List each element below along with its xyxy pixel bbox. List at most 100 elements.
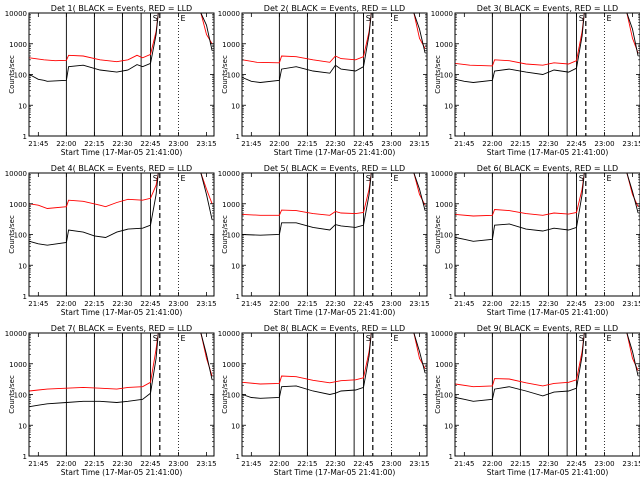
x-tick-label: 22:00	[482, 140, 502, 148]
x-tick-label: 22:15	[297, 460, 317, 468]
y-tick-label: 1	[236, 293, 240, 301]
x-axis-label: Start Time (17-Mar-05 21:41:00)	[61, 468, 183, 477]
x-tick-label: 22:45	[140, 140, 160, 148]
x-tick-label: 22:30	[538, 300, 558, 308]
y-tick-label: 100	[440, 72, 453, 80]
y-tick-label: 1000	[435, 201, 453, 209]
x-tick-label: 23:00	[168, 140, 188, 148]
x-axis-label: Start Time (17-Mar-05 21:41:00)	[274, 148, 396, 157]
x-tick-label: 22:30	[538, 140, 558, 148]
x-tick-label: 22:15	[84, 300, 104, 308]
y-tick-label: 100	[14, 232, 27, 240]
panel-title: Det 1( BLACK = Events, RED = LLD	[51, 4, 192, 13]
y-tick-label: 10	[444, 262, 453, 270]
x-tick-label: 23:00	[594, 140, 614, 148]
x-tick-label: 21:45	[454, 460, 474, 468]
marker-letter: E	[180, 334, 185, 343]
panel-title: Det 6( BLACK = Events, RED = LLD	[477, 164, 618, 173]
y-tick-label: 1000	[222, 201, 240, 209]
x-tick-label: 23:00	[594, 300, 614, 308]
y-tick-label: 100	[440, 232, 453, 240]
series-lld	[455, 333, 639, 388]
panel-title: Det 3( BLACK = Events, RED = LLD	[477, 4, 618, 13]
x-tick-label: 23:15	[409, 460, 429, 468]
series-events	[455, 333, 639, 402]
series-events	[29, 173, 213, 246]
x-tick-label: 21:45	[28, 140, 48, 148]
x-tick-label: 21:45	[241, 300, 261, 308]
y-tick-label: 10000	[218, 330, 240, 338]
y-tick-label: 100	[227, 72, 240, 80]
x-tick-label: 22:00	[482, 300, 502, 308]
marker-letter: S	[153, 174, 158, 183]
x-tick-label: 23:00	[168, 300, 188, 308]
x-tick-label: 23:15	[409, 140, 429, 148]
x-tick-label: 21:45	[28, 300, 48, 308]
x-tick-label: 23:15	[196, 140, 216, 148]
y-tick-label: 1	[449, 133, 453, 141]
panel-title: Det 2( BLACK = Events, RED = LLD	[264, 4, 405, 13]
x-tick-label: 22:45	[566, 300, 586, 308]
y-tick-label: 1	[449, 453, 453, 461]
x-tick-label: 22:00	[482, 460, 502, 468]
marker-letter: S	[153, 334, 158, 343]
x-tick-label: 22:00	[56, 460, 76, 468]
marker-letter: S	[366, 334, 371, 343]
y-tick-label: 10	[231, 422, 240, 430]
y-tick-label: 1000	[9, 201, 27, 209]
x-axis-label: Start Time (17-Mar-05 21:41:00)	[61, 308, 183, 317]
y-axis-label: Counts/sec	[8, 375, 16, 414]
x-tick-label: 23:15	[622, 460, 640, 468]
series-events	[455, 173, 639, 242]
marker-letter: S	[366, 174, 371, 183]
y-tick-label: 10	[18, 422, 27, 430]
y-axis-label: Counts/sec	[221, 215, 229, 254]
y-tick-label: 1	[23, 293, 27, 301]
x-tick-label: 23:00	[594, 460, 614, 468]
y-tick-label: 1000	[9, 41, 27, 49]
x-tick-label: 22:45	[353, 300, 373, 308]
marker-letter: E	[180, 14, 185, 23]
x-tick-label: 22:00	[56, 140, 76, 148]
plot-frame	[454, 172, 640, 297]
y-tick-label: 1000	[435, 41, 453, 49]
panel-title: Det 7( BLACK = Events, RED = LLD	[51, 324, 192, 333]
y-tick-label: 100	[227, 392, 240, 400]
plot-frame	[28, 12, 215, 137]
x-tick-label: 23:15	[409, 300, 429, 308]
y-axis-label: Counts/sec	[434, 55, 442, 94]
y-axis-label: Counts/sec	[434, 215, 442, 254]
series-events	[29, 13, 213, 82]
plot-frame	[241, 332, 428, 457]
y-tick-label: 10000	[431, 10, 453, 18]
x-tick-label: 22:45	[353, 140, 373, 148]
y-axis-label: Counts/sec	[8, 55, 16, 94]
y-tick-label: 10	[18, 262, 27, 270]
y-tick-label: 100	[14, 392, 27, 400]
y-tick-label: 10	[231, 102, 240, 110]
x-axis-label: Start Time (17-Mar-05 21:41:00)	[487, 148, 609, 157]
x-tick-label: 22:45	[140, 460, 160, 468]
x-tick-label: 22:15	[84, 140, 104, 148]
x-tick-label: 22:15	[510, 300, 530, 308]
y-tick-label: 1	[23, 453, 27, 461]
x-tick-label: 22:00	[269, 300, 289, 308]
y-tick-label: 1000	[222, 41, 240, 49]
y-tick-label: 10000	[431, 170, 453, 178]
x-tick-label: 22:00	[269, 460, 289, 468]
x-tick-label: 22:45	[353, 460, 373, 468]
y-axis-label: Counts/sec	[221, 375, 229, 414]
marker-letter: S	[579, 14, 584, 23]
plot-frame	[28, 332, 215, 457]
marker-letter: E	[393, 334, 398, 343]
y-tick-label: 100	[440, 392, 453, 400]
series-lld	[455, 13, 639, 67]
y-tick-label: 10000	[5, 10, 27, 18]
